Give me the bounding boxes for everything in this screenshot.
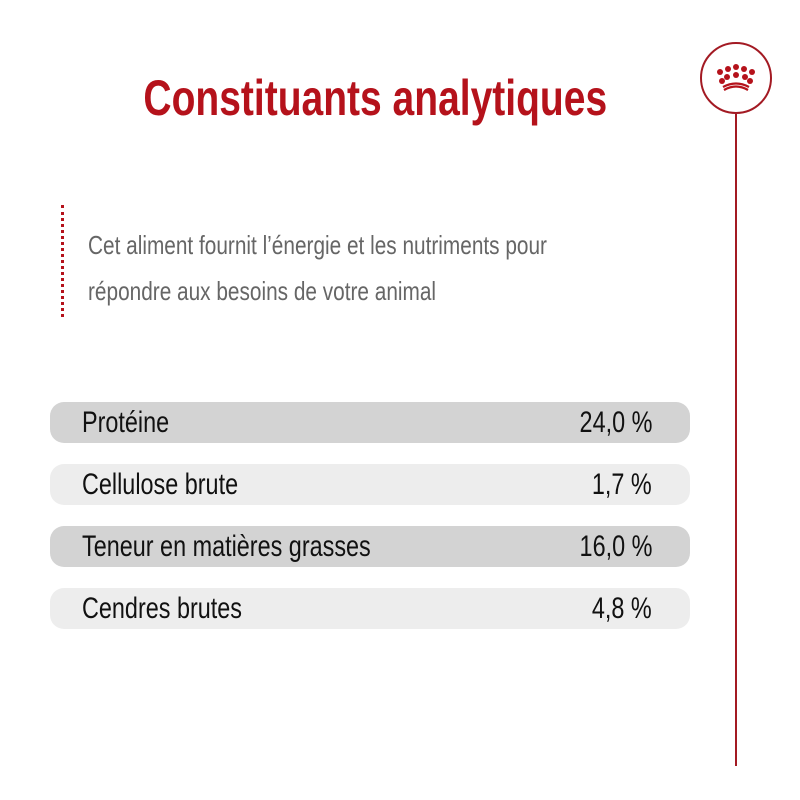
row-value: 16,0 % <box>579 530 652 563</box>
intro-line-1: Cet aliment fournit l’énergie et les nut… <box>88 230 547 260</box>
table-row: Teneur en matières grasses 16,0 % <box>50 526 690 567</box>
row-value: 4,8 % <box>592 592 652 625</box>
row-label: Protéine <box>82 406 170 439</box>
table-row: Cendres brutes 4,8 % <box>50 588 690 629</box>
crown-icon <box>700 42 772 114</box>
row-label: Cendres brutes <box>82 592 242 625</box>
table-row: Protéine 24,0 % <box>50 402 690 443</box>
row-label: Cellulose brute <box>82 468 239 501</box>
intro-line-2: répondre aux besoins de votre animal <box>88 276 437 306</box>
row-value: 1,7 % <box>592 468 652 501</box>
row-value: 24,0 % <box>579 406 652 439</box>
page-title: Constituants analytiques <box>143 70 607 126</box>
vertical-rule <box>735 114 737 766</box>
row-label: Teneur en matières grasses <box>82 530 371 563</box>
table-row: Cellulose brute 1,7 % <box>50 464 690 505</box>
intro-text: Cet aliment fournit l’énergie et les nut… <box>88 222 688 314</box>
dotted-divider <box>61 205 64 317</box>
